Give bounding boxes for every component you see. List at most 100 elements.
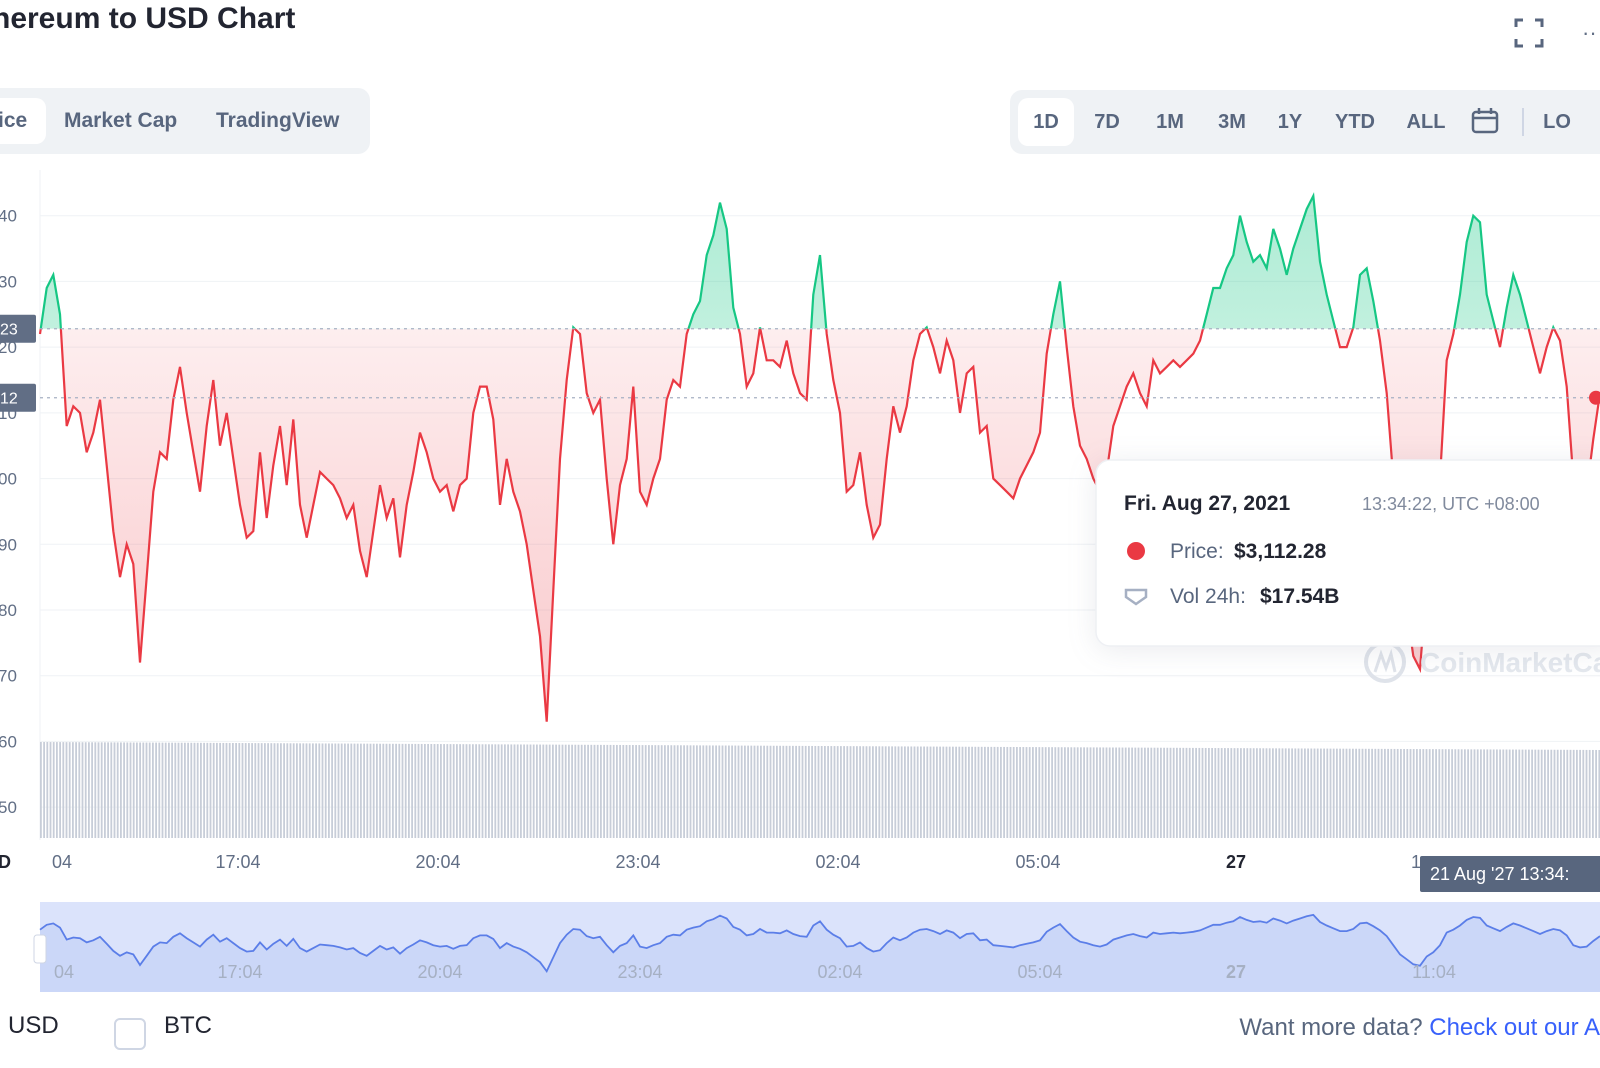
volume-bar (1518, 749, 1521, 838)
volume-bar (1160, 747, 1162, 838)
volume-bar (1150, 747, 1153, 838)
volume-bar (155, 742, 157, 838)
volume-bar (1339, 748, 1341, 838)
volume-bar (1185, 747, 1188, 838)
tab-price[interactable]: ice (0, 98, 46, 144)
volume-bar (1316, 748, 1319, 838)
navigator-tick-label: 04 (54, 962, 74, 982)
volume-bar (1329, 748, 1332, 838)
volume-bar (648, 745, 650, 838)
volume-bar (334, 743, 337, 838)
more-icon[interactable]: ·· (1582, 20, 1597, 45)
volume-bar (1300, 748, 1303, 838)
tab-tradingview[interactable]: TradingView (216, 109, 340, 132)
volume-bar (580, 744, 583, 838)
volume-bar (1425, 749, 1428, 838)
volume-bar (369, 743, 372, 838)
x-tick-label: 27 (1226, 852, 1246, 872)
volume-bar (212, 742, 215, 838)
volume-bar (1176, 747, 1178, 838)
volume-bar (145, 742, 148, 838)
volume-bar (1368, 748, 1370, 838)
volume-bar (372, 743, 375, 838)
volume-bar (916, 746, 919, 838)
watermark-text: CoinMarketCap (1420, 647, 1600, 678)
volume-bar (180, 742, 183, 838)
range-1d-button[interactable]: 1D (1018, 98, 1074, 146)
range-ytd-button[interactable]: YTD (1335, 111, 1375, 133)
btc-checkbox[interactable] (114, 1018, 146, 1050)
volume-bar (1227, 748, 1229, 838)
volume-bar (168, 742, 170, 838)
volume-bar (1544, 749, 1546, 838)
volume-bar (427, 743, 429, 838)
volume-bar (1528, 749, 1530, 838)
range-3m-button[interactable]: 3M (1218, 111, 1246, 133)
volume-bar (977, 746, 980, 838)
volume-bar (468, 744, 471, 838)
volume-bar (1467, 749, 1469, 838)
volume-bar (446, 744, 449, 838)
volume-bar (571, 744, 573, 838)
volume-bar (667, 745, 669, 838)
price-area-up (40, 196, 1554, 329)
volume-bar (328, 743, 330, 838)
volume-bar (1108, 747, 1111, 838)
volume-bar (1572, 749, 1575, 838)
volume-bar (408, 743, 410, 838)
volume-bar (270, 743, 273, 838)
volume-bars (40, 742, 1600, 838)
volume-bar (347, 743, 349, 838)
volume-bar (900, 746, 903, 838)
current-price-dot (1589, 390, 1600, 405)
volume-bar (1195, 747, 1197, 838)
more-data-link[interactable]: Check out our A (1429, 1014, 1600, 1041)
volume-bar (1556, 749, 1559, 838)
volume-bar (1566, 749, 1569, 838)
volume-bar (283, 743, 285, 838)
volume-bar (184, 742, 186, 838)
volume-bar (616, 744, 618, 838)
volume-bar (222, 742, 225, 838)
tab-market-cap[interactable]: Market Cap (64, 109, 178, 132)
range-all-button[interactable]: ALL (1406, 111, 1446, 133)
range-7d-button[interactable]: 7D (1094, 111, 1120, 133)
price-marker-icon (1127, 542, 1145, 560)
volume-bar (376, 743, 378, 838)
volume-bar (1262, 748, 1265, 838)
fullscreen-icon[interactable] (1514, 18, 1544, 48)
calendar-icon[interactable] (1470, 106, 1500, 136)
volume-bar (897, 746, 900, 838)
volume-bar (1524, 749, 1527, 838)
volume-bar (564, 744, 567, 838)
volume-bar (990, 746, 993, 838)
volume-bar (609, 744, 612, 838)
y-tick-label: 10 (0, 404, 17, 423)
volume-bar (529, 744, 532, 838)
volume-bar (190, 742, 193, 838)
x-tick-label: 05:04 (1015, 852, 1060, 872)
volume-bar (1134, 747, 1137, 838)
volume-bar (1403, 748, 1405, 838)
volume-bar (1006, 746, 1009, 838)
volume-bar (1019, 747, 1021, 838)
volume-bar (1092, 747, 1095, 838)
range-log-button[interactable]: LO (1543, 111, 1571, 133)
volume-bar (974, 746, 977, 838)
volume-bar (494, 744, 497, 838)
volume-bar (817, 745, 820, 838)
volume-bar (1246, 748, 1249, 838)
volume-bar (1320, 748, 1322, 838)
volume-bar (398, 743, 401, 838)
volume-bar (123, 742, 125, 838)
volume-bar (129, 742, 132, 838)
volume-bar (1537, 749, 1540, 838)
range-divider (1522, 108, 1524, 136)
range-1y-button[interactable]: 1Y (1277, 111, 1303, 133)
volume-bar (1032, 747, 1034, 838)
volume-bar (968, 746, 970, 838)
volume-bar (225, 742, 228, 838)
range-1m-button[interactable]: 1M (1156, 111, 1184, 133)
volume-bar (737, 745, 740, 838)
